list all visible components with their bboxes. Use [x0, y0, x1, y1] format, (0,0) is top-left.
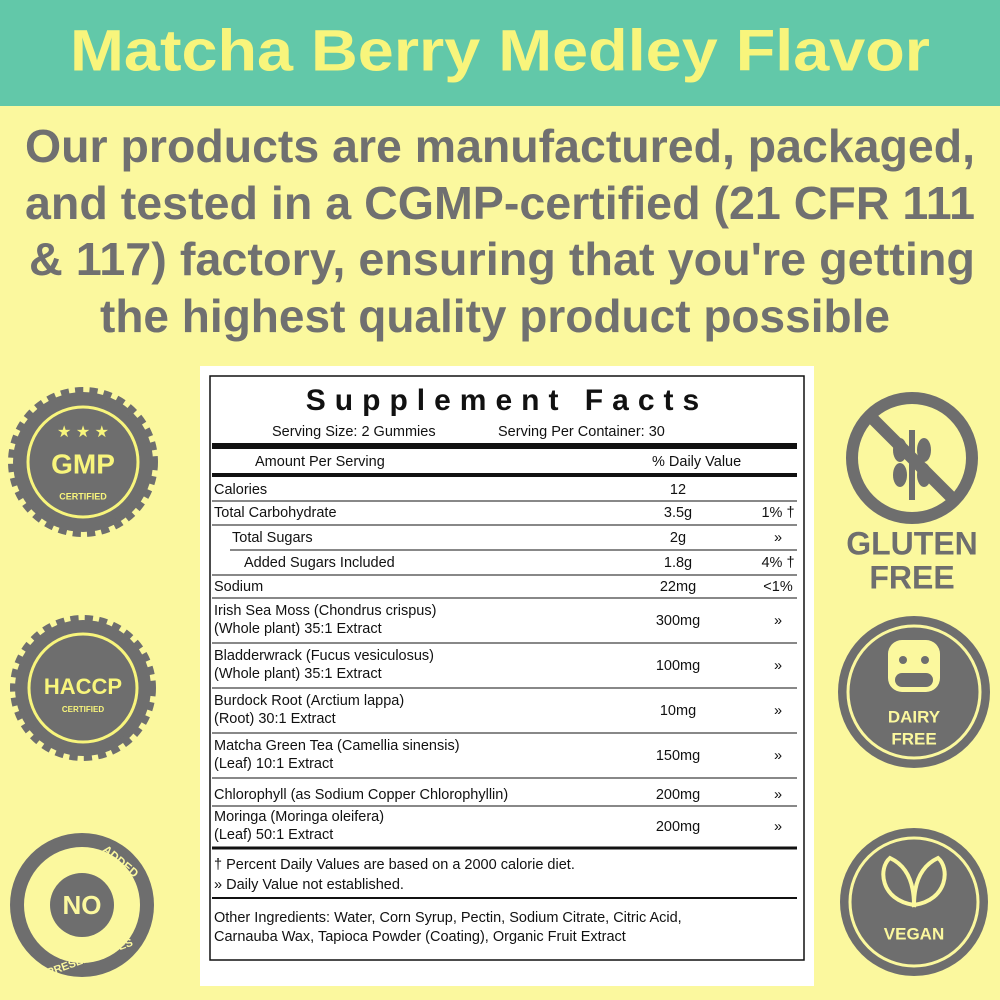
- nutrient-name: (Whole plant) 35:1 Extract: [214, 666, 382, 682]
- nutrient-name: Total Sugars: [232, 530, 313, 546]
- nutrient-dv: 1% †: [761, 505, 794, 521]
- nutrient-dv: 4% †: [761, 555, 794, 571]
- nutrient-name: Calories: [214, 482, 267, 498]
- other-ingredients: Carnauba Wax, Tapioca Powder (Coating), …: [214, 929, 626, 945]
- nutrient-name: Matcha Green Tea (Camellia sinensis): [214, 738, 460, 754]
- badge-label: FREE: [891, 729, 936, 748]
- nutrient-amount: 3.5g: [664, 505, 692, 521]
- nutrient-amount: 12: [670, 482, 686, 498]
- badge-label: GLUTEN: [846, 525, 978, 561]
- header-band: [0, 0, 1000, 106]
- intro-line: Our products are manufactured, packaged,: [25, 120, 975, 172]
- nutrient-name: Sodium: [214, 579, 263, 595]
- other-ingredients: Other Ingredients: Water, Corn Syrup, Pe…: [214, 910, 682, 926]
- footnote: † Percent Daily Values are based on a 20…: [214, 857, 575, 873]
- nutrient-dv: »: [774, 613, 782, 629]
- title: Matcha Berry Medley Flavor: [70, 18, 930, 83]
- dairy-badge: DAIRY FREE: [838, 616, 990, 768]
- nutrient-name: Chlorophyll (as Sodium Copper Chlorophyl…: [214, 787, 508, 803]
- nutrient-name: (Root) 30:1 Extract: [214, 711, 336, 727]
- badge-label: VEGAN: [884, 924, 944, 943]
- nutrient-name: Added Sugars Included: [244, 555, 395, 571]
- nutrient-amount: 200mg: [656, 787, 700, 803]
- nutrient-amount: 200mg: [656, 819, 700, 835]
- servings: Serving Per Container: 30: [498, 424, 665, 440]
- nutrient-amount: 100mg: [656, 658, 700, 674]
- badge-label: GMP: [51, 448, 115, 479]
- footnote: » Daily Value not established.: [214, 877, 404, 893]
- vegan-badge: VEGAN: [840, 828, 988, 976]
- col-header: % Daily Value: [652, 454, 741, 470]
- preservatives-badge: NO ADDED PRESERVATIVES: [10, 833, 154, 979]
- svg-text:★ ★ ★: ★ ★ ★: [57, 424, 109, 441]
- nutrient-dv: »: [774, 703, 782, 719]
- nutrient-dv: »: [774, 787, 782, 803]
- rule: [212, 473, 797, 477]
- gluten-badge: GLUTEN FREE: [846, 392, 978, 595]
- intro-line: the highest quality product possible: [100, 290, 890, 342]
- nutrient-amount: 22mg: [660, 579, 696, 595]
- facts-border: [209, 375, 805, 961]
- badge-label: DAIRY: [888, 707, 941, 726]
- badge-sub: CERTIFIED: [62, 705, 104, 714]
- intro-line: and tested in a CGMP-certified (21 CFR 1…: [25, 177, 975, 229]
- nutrient-amount: 150mg: [656, 748, 700, 764]
- rule: [212, 443, 797, 449]
- haccp-badge: HACCP CERTIFIED: [10, 615, 156, 761]
- nutrient-name: (Whole plant) 35:1 Extract: [214, 621, 382, 637]
- serving-size: Serving Size: 2 Gummies: [272, 424, 436, 440]
- badge-label: FREE: [869, 559, 954, 595]
- nutrient-amount: 10mg: [660, 703, 696, 719]
- nutrient-name: Total Carbohydrate: [214, 505, 337, 521]
- facts-panel: [200, 366, 814, 986]
- nutrient-dv: »: [774, 748, 782, 764]
- nutrient-amount: 300mg: [656, 613, 700, 629]
- nutrient-name: (Leaf) 50:1 Extract: [214, 827, 333, 843]
- badge-sub: CERTIFIED: [59, 491, 107, 501]
- nutrient-amount: 1.8g: [664, 555, 692, 571]
- facts-title: Supplement Facts: [306, 384, 708, 417]
- col-header: Amount Per Serving: [255, 454, 385, 470]
- nutrient-name: (Leaf) 10:1 Extract: [214, 756, 333, 772]
- intro-line: & 117) factory, ensuring that you're get…: [29, 233, 975, 285]
- nutrient-dv: »: [774, 658, 782, 674]
- nutrient-name: Moringa (Moringa oleifera): [214, 809, 384, 825]
- nutrient-dv: <1%: [763, 579, 793, 595]
- badge-label: NO: [63, 890, 102, 920]
- nutrient-name: Burdock Root (Arctium lappa): [214, 693, 404, 709]
- nutrient-name: Bladderwrack (Fucus vesiculosus): [214, 648, 434, 664]
- badge-label: HACCP: [44, 674, 122, 699]
- nutrient-dv: »: [774, 530, 782, 546]
- nutrient-amount: 2g: [670, 530, 686, 546]
- nutrient-name: Irish Sea Moss (Chondrus crispus): [214, 603, 436, 619]
- nutrient-dv: »: [774, 819, 782, 835]
- gmp-badge: ★ ★ ★ GMP CERTIFIED: [8, 387, 158, 537]
